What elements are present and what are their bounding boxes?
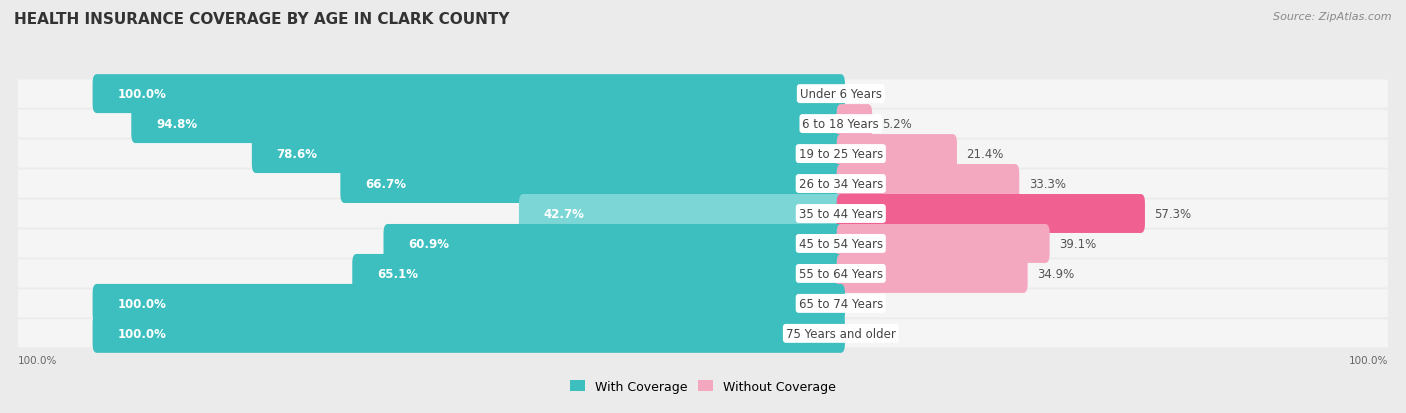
FancyBboxPatch shape (353, 254, 845, 293)
Text: Under 6 Years: Under 6 Years (800, 88, 882, 101)
FancyBboxPatch shape (837, 195, 1144, 233)
Text: 100.0%: 100.0% (118, 327, 166, 340)
FancyBboxPatch shape (837, 105, 872, 144)
Text: 42.7%: 42.7% (544, 207, 585, 221)
FancyBboxPatch shape (837, 135, 957, 173)
Text: HEALTH INSURANCE COVERAGE BY AGE IN CLARK COUNTY: HEALTH INSURANCE COVERAGE BY AGE IN CLAR… (14, 12, 509, 27)
FancyBboxPatch shape (18, 230, 1388, 258)
Text: 100.0%: 100.0% (1348, 355, 1388, 365)
Text: 26 to 34 Years: 26 to 34 Years (799, 178, 883, 190)
FancyBboxPatch shape (93, 75, 845, 114)
Text: 100.0%: 100.0% (18, 355, 58, 365)
Text: 45 to 54 Years: 45 to 54 Years (799, 237, 883, 250)
FancyBboxPatch shape (837, 224, 1050, 263)
FancyBboxPatch shape (18, 81, 1388, 109)
Legend: With Coverage, Without Coverage: With Coverage, Without Coverage (565, 375, 841, 398)
Text: 94.8%: 94.8% (156, 118, 197, 131)
Text: 5.2%: 5.2% (882, 118, 911, 131)
FancyBboxPatch shape (18, 200, 1388, 228)
FancyBboxPatch shape (131, 105, 845, 144)
Text: 39.1%: 39.1% (1059, 237, 1097, 250)
Text: 100.0%: 100.0% (118, 88, 166, 101)
Text: 55 to 64 Years: 55 to 64 Years (799, 267, 883, 280)
FancyBboxPatch shape (837, 254, 1028, 293)
Text: 21.4%: 21.4% (966, 148, 1004, 161)
Text: 57.3%: 57.3% (1154, 207, 1192, 221)
FancyBboxPatch shape (18, 290, 1388, 318)
FancyBboxPatch shape (18, 260, 1388, 288)
Text: 65 to 74 Years: 65 to 74 Years (799, 297, 883, 310)
FancyBboxPatch shape (18, 110, 1388, 138)
FancyBboxPatch shape (18, 170, 1388, 198)
Text: 33.3%: 33.3% (1029, 178, 1066, 190)
Text: 6 to 18 Years: 6 to 18 Years (803, 118, 879, 131)
FancyBboxPatch shape (340, 165, 845, 204)
FancyBboxPatch shape (18, 320, 1388, 348)
FancyBboxPatch shape (384, 224, 845, 263)
FancyBboxPatch shape (93, 314, 845, 353)
Text: 100.0%: 100.0% (118, 297, 166, 310)
Text: 60.9%: 60.9% (408, 237, 450, 250)
Text: 75 Years and older: 75 Years and older (786, 327, 896, 340)
Text: Source: ZipAtlas.com: Source: ZipAtlas.com (1274, 12, 1392, 22)
FancyBboxPatch shape (519, 195, 845, 233)
FancyBboxPatch shape (18, 140, 1388, 168)
Text: 35 to 44 Years: 35 to 44 Years (799, 207, 883, 221)
FancyBboxPatch shape (252, 135, 845, 173)
Text: 19 to 25 Years: 19 to 25 Years (799, 148, 883, 161)
Text: 65.1%: 65.1% (377, 267, 418, 280)
Text: 78.6%: 78.6% (277, 148, 318, 161)
Text: 66.7%: 66.7% (366, 178, 406, 190)
FancyBboxPatch shape (93, 284, 845, 323)
FancyBboxPatch shape (837, 165, 1019, 204)
Text: 34.9%: 34.9% (1038, 267, 1074, 280)
